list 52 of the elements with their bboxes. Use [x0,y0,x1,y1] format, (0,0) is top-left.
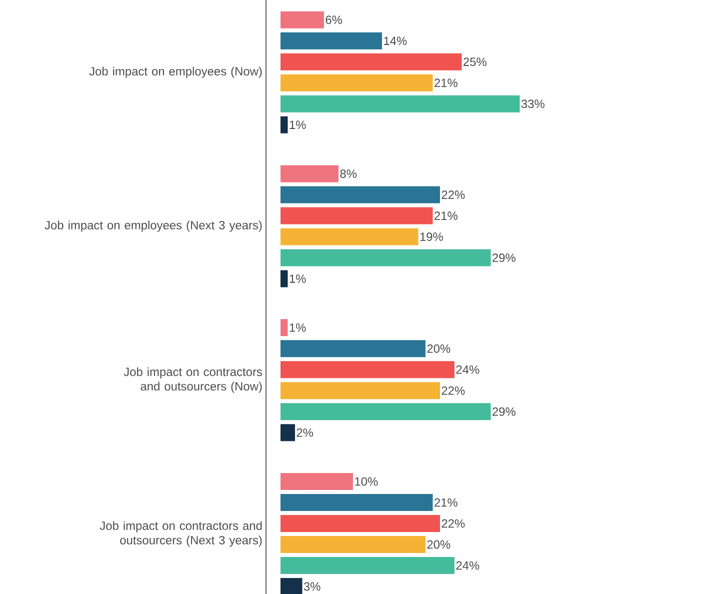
bar [280,494,433,511]
data-label: 25% [464,58,486,66]
bar [280,228,418,246]
bar [280,536,426,553]
bar [280,95,520,112]
y-tick-label: Job impact on employees (Next 3 years) [44,220,262,232]
data-label: 2% [296,428,314,437]
data-label: 33% [521,100,544,108]
data-label: 22% [442,519,465,528]
bar [280,382,440,400]
y-tick-label: Job impact on employees (Now) [89,66,262,78]
data-label: 3% [304,582,320,591]
bar [280,361,454,378]
bar [280,249,491,266]
data-label: 29% [492,253,516,262]
bar [280,578,302,594]
bar [280,424,295,442]
data-label: 24% [456,561,480,570]
data-label: 19% [420,232,443,241]
bar [280,11,324,28]
bar [280,53,462,70]
data-label: 22% [442,386,465,395]
data-label: 21% [434,212,458,220]
bar [280,472,353,490]
data-label: 20% [427,344,450,353]
data-label: 24% [456,365,480,374]
data-label: 20% [427,540,450,549]
bar [280,270,288,288]
data-label: 21% [434,498,458,507]
data-label: 8% [340,169,357,178]
bar [280,340,426,358]
bar [280,556,454,574]
data-label: 1% [290,323,306,332]
bar [280,32,382,50]
data-label: 21% [434,78,458,88]
bar [280,165,338,182]
bar [280,74,433,92]
bar [280,186,440,204]
data-label: 14% [384,36,407,45]
bar [280,319,288,336]
bar [280,207,433,224]
bar [280,403,491,420]
bar [280,116,288,134]
y-tick-label: Job impact on contractors and outsourcers (Next 3 years) [100,521,262,547]
data-label: 1% [290,120,306,130]
data-label: 29% [492,407,516,416]
bar [280,514,440,532]
data-label: 10% [355,477,378,486]
data-label: 22% [442,190,465,199]
data-label: 1% [290,274,306,283]
y-tick-label: Job impact on contractors and outsourcers (Now) [124,367,262,393]
data-label: 6% [326,16,342,24]
